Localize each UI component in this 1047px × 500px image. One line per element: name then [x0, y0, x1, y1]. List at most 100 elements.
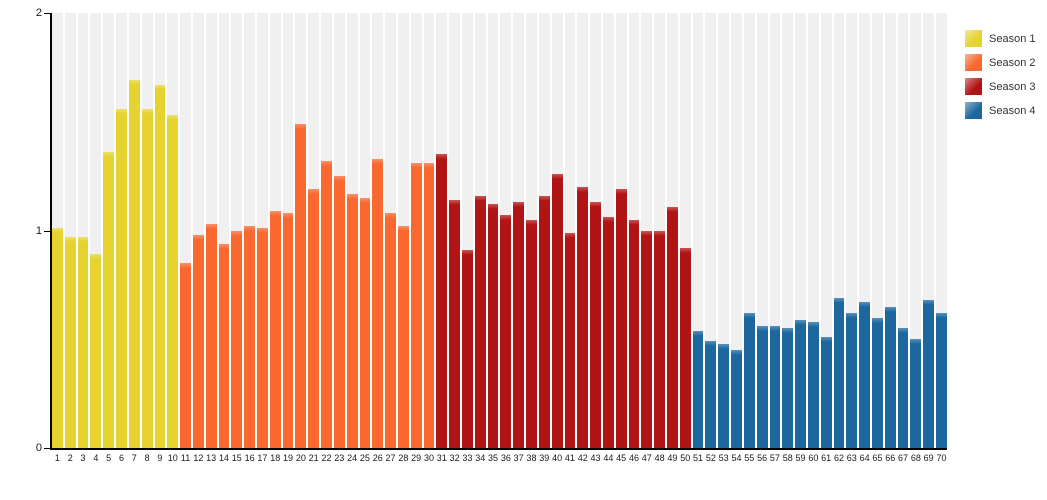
bar[interactable]	[333, 176, 345, 448]
x-tick-label: 43	[590, 453, 601, 463]
bar[interactable]	[602, 217, 614, 448]
bar[interactable]	[397, 226, 409, 448]
bar[interactable]	[167, 115, 179, 448]
bar[interactable]	[346, 193, 358, 448]
bar[interactable]	[116, 108, 127, 448]
bar[interactable]	[628, 219, 640, 448]
bar[interactable]	[218, 243, 230, 448]
bar[interactable]	[910, 339, 922, 448]
bar[interactable]	[90, 254, 102, 448]
bar[interactable]	[500, 215, 512, 448]
bar[interactable]	[897, 328, 909, 448]
bar[interactable]	[436, 154, 448, 448]
x-tick-label: 13	[206, 453, 217, 463]
bar[interactable]	[205, 223, 217, 448]
bar[interactable]	[859, 302, 870, 448]
x-tick-label: 64	[859, 453, 870, 463]
bar-column: 30	[423, 13, 435, 463]
bar[interactable]	[359, 197, 371, 448]
bar[interactable]	[385, 213, 396, 448]
legend-item-season-1[interactable]: Season 1	[965, 30, 1035, 47]
x-tick-label: 39	[539, 453, 550, 463]
x-tick-label: 31	[436, 453, 447, 463]
x-tick-label: 16	[244, 453, 255, 463]
bar[interactable]	[64, 237, 76, 448]
bar[interactable]	[667, 206, 678, 448]
legend-item-season-3[interactable]: Season 3	[965, 78, 1035, 95]
x-tick-label: 49	[667, 453, 678, 463]
bar[interactable]	[295, 123, 307, 448]
bar[interactable]	[615, 189, 627, 448]
bar[interactable]	[231, 230, 243, 448]
y-tick-mark	[44, 13, 50, 14]
x-tick-label: 57	[769, 453, 780, 463]
bar[interactable]	[141, 108, 153, 448]
bar[interactable]	[884, 306, 896, 448]
x-tick-label: 14	[218, 453, 229, 463]
bar[interactable]	[410, 163, 422, 448]
bar[interactable]	[551, 173, 563, 448]
bar[interactable]	[692, 330, 704, 448]
bar[interactable]	[923, 300, 935, 448]
bar[interactable]	[936, 313, 947, 448]
x-tick-label: 18	[270, 453, 281, 463]
legend-item-season-2[interactable]: Season 2	[965, 54, 1035, 71]
bar[interactable]	[679, 247, 691, 448]
bar[interactable]	[577, 187, 589, 448]
bar[interactable]	[103, 152, 115, 448]
bar[interactable]	[77, 237, 89, 448]
bar[interactable]	[538, 195, 550, 448]
x-tick-label: 62	[833, 453, 844, 463]
bar[interactable]	[743, 313, 755, 448]
bar[interactable]	[769, 326, 781, 448]
bar[interactable]	[462, 250, 473, 448]
x-tick-label: 21	[308, 453, 319, 463]
bar[interactable]	[756, 326, 768, 448]
bar[interactable]	[820, 337, 832, 448]
bar[interactable]	[590, 202, 601, 448]
bar[interactable]	[52, 228, 63, 448]
bar[interactable]	[654, 230, 665, 448]
legend-label: Season 3	[989, 80, 1036, 93]
bar[interactable]	[180, 263, 191, 448]
bar[interactable]	[449, 200, 460, 448]
bar[interactable]	[718, 343, 730, 448]
bar[interactable]	[872, 317, 883, 448]
legend-item-season-4[interactable]: Season 4	[965, 102, 1035, 119]
bar[interactable]	[705, 341, 717, 448]
x-tick-label: 54	[731, 453, 742, 463]
bar[interactable]	[372, 158, 384, 448]
bar[interactable]	[192, 234, 204, 448]
bar[interactable]	[321, 160, 332, 448]
legend-color-swatch	[965, 78, 982, 95]
x-tick-label: 3	[80, 453, 86, 463]
x-tick-label: 45	[616, 453, 627, 463]
bar-column: 32	[449, 13, 460, 463]
bar[interactable]	[807, 321, 819, 448]
bar[interactable]	[257, 228, 268, 448]
bar-column: 1	[52, 13, 63, 463]
bar[interactable]	[795, 319, 806, 448]
bar[interactable]	[846, 313, 858, 448]
legend-color-swatch	[965, 30, 982, 47]
bar-column: 11	[180, 13, 191, 463]
bar[interactable]	[269, 210, 281, 448]
x-tick-label: 30	[423, 453, 434, 463]
bar[interactable]	[782, 328, 794, 448]
bar[interactable]	[423, 163, 435, 448]
bar[interactable]	[526, 219, 537, 448]
bar[interactable]	[641, 230, 653, 448]
bar[interactable]	[564, 232, 576, 448]
bar[interactable]	[244, 226, 255, 448]
bar[interactable]	[308, 189, 320, 448]
bar[interactable]	[833, 297, 845, 448]
bar[interactable]	[128, 80, 140, 448]
x-tick-label: 58	[782, 453, 793, 463]
bar[interactable]	[513, 202, 525, 448]
bar[interactable]	[154, 84, 166, 448]
x-tick-label: 33	[462, 453, 473, 463]
bar[interactable]	[487, 204, 499, 448]
bar[interactable]	[731, 350, 742, 448]
bar[interactable]	[474, 195, 486, 448]
bar[interactable]	[282, 213, 294, 448]
